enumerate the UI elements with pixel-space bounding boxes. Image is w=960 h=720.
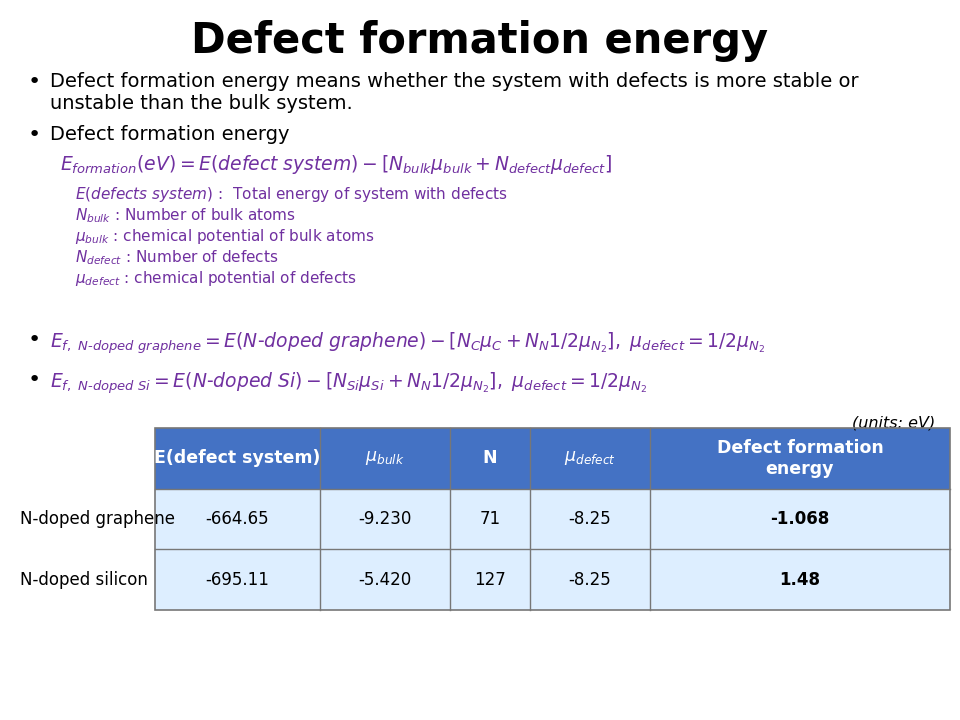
Text: Defect formation energy: Defect formation energy: [50, 125, 290, 144]
Text: Defect formation energy: Defect formation energy: [191, 20, 769, 62]
Text: -695.11: -695.11: [205, 571, 270, 589]
Bar: [155, 549, 950, 610]
Text: $E_{formation}(eV) = E(defect\ system) - [N_{bulk}\mu_{bulk} + N_{defect}\mu_{de: $E_{formation}(eV) = E(defect\ system) -…: [60, 153, 612, 176]
Text: $E(defects\ system)$ :  Total energy of system with defects: $E(defects\ system)$ : Total energy of s…: [75, 185, 508, 204]
Text: $E_{f,\ N\text{-}doped\ Si}$$= E(N\text{-}doped\ Si) - [N_{Si}\mu_{Si} + N_N 1/2: $E_{f,\ N\text{-}doped\ Si}$$= E(N\text{…: [50, 370, 647, 395]
Text: Defect formation
energy: Defect formation energy: [716, 439, 883, 478]
Text: $\mu_{defect}$: $\mu_{defect}$: [564, 449, 616, 467]
Text: •: •: [28, 125, 41, 145]
Text: -664.65: -664.65: [205, 510, 270, 528]
Text: unstable than the bulk system.: unstable than the bulk system.: [50, 94, 352, 113]
Bar: [155, 489, 950, 549]
Text: $E_{f,\ N\text{-}doped\ graphene}$$= E(N\text{-}doped\ graphene) - [N_C\mu_C + N: $E_{f,\ N\text{-}doped\ graphene}$$= E(N…: [50, 330, 765, 356]
Text: N-doped silicon: N-doped silicon: [20, 571, 148, 589]
Text: •: •: [28, 330, 41, 350]
Text: -5.420: -5.420: [358, 571, 412, 589]
Text: -9.230: -9.230: [358, 510, 412, 528]
Text: 1.48: 1.48: [780, 571, 821, 589]
Text: N: N: [483, 449, 497, 467]
Text: $\mu_{defect}$ : chemical potential of defects: $\mu_{defect}$ : chemical potential of d…: [75, 269, 357, 288]
Text: $N_{bulk}$ : Number of bulk atoms: $N_{bulk}$ : Number of bulk atoms: [75, 206, 296, 225]
Text: 71: 71: [479, 510, 500, 528]
Text: $N_{defect}$ : Number of defects: $N_{defect}$ : Number of defects: [75, 248, 278, 266]
Bar: [155, 428, 950, 489]
Text: (units: eV): (units: eV): [852, 415, 935, 430]
Text: $\mu_{bulk}$: $\mu_{bulk}$: [365, 449, 405, 467]
Text: $\mu_{bulk}$ : chemical potential of bulk atoms: $\mu_{bulk}$ : chemical potential of bul…: [75, 227, 374, 246]
Bar: [155, 428, 950, 610]
Text: •: •: [28, 72, 41, 92]
Text: -1.068: -1.068: [770, 510, 829, 528]
Text: 127: 127: [474, 571, 506, 589]
Text: E(defect system): E(defect system): [155, 449, 321, 467]
Text: Defect formation energy means whether the system with defects is more stable or: Defect formation energy means whether th…: [50, 72, 858, 91]
Text: -8.25: -8.25: [568, 571, 612, 589]
Text: -8.25: -8.25: [568, 510, 612, 528]
Text: N-doped graphene: N-doped graphene: [20, 510, 175, 528]
Text: •: •: [28, 370, 41, 390]
